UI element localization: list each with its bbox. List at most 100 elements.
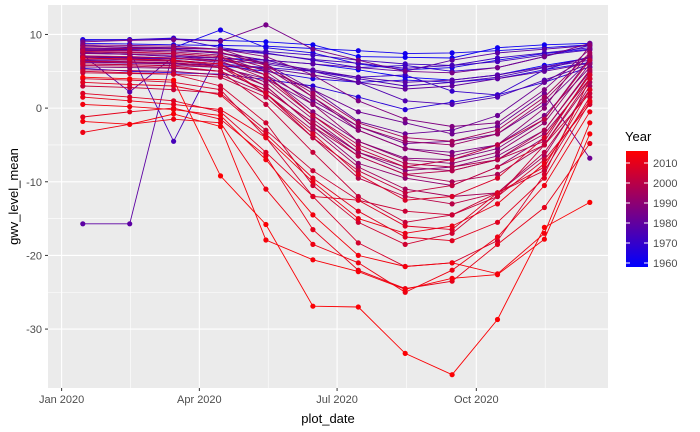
- legend-ticks: 2010 2000 1990 1980 1970 1960: [626, 158, 677, 270]
- data-point: [171, 37, 177, 43]
- series-line: [82, 85, 591, 216]
- data-point: [263, 72, 269, 78]
- data-point: [587, 155, 593, 161]
- data-point: [402, 54, 408, 60]
- data-point: [494, 193, 501, 200]
- data-point: [263, 120, 269, 126]
- data-point: [80, 61, 86, 67]
- data-point: [355, 142, 361, 148]
- data-point: [217, 107, 224, 113]
- data-point: [402, 175, 408, 181]
- data-point: [587, 98, 593, 104]
- data-point: [355, 304, 361, 310]
- data-point: [402, 223, 408, 229]
- series-line: [82, 45, 591, 127]
- data-point: [127, 81, 133, 88]
- data-point: [355, 109, 361, 115]
- data-point: [217, 87, 224, 93]
- series-line: [82, 96, 591, 234]
- data-point: [494, 59, 501, 65]
- data-point: [541, 79, 548, 85]
- data-point: [310, 42, 316, 48]
- data-point: [402, 116, 408, 122]
- data-point: [449, 260, 455, 266]
- data-point: [402, 79, 408, 85]
- data-point: [310, 241, 316, 247]
- data-point: [127, 37, 133, 44]
- data-point: [402, 193, 408, 200]
- data-point: [217, 112, 224, 119]
- data-point: [127, 56, 133, 62]
- series-layer: [80, 22, 593, 378]
- data-point: [263, 127, 269, 133]
- series-line: [82, 49, 591, 146]
- plot-panel: [48, 5, 608, 388]
- data-point: [541, 94, 548, 100]
- series-2008: [80, 87, 593, 233]
- data-point: [449, 62, 455, 68]
- data-point: [402, 219, 408, 225]
- data-point: [541, 224, 548, 230]
- data-point: [494, 219, 501, 225]
- data-point: [310, 46, 316, 52]
- data-point: [310, 90, 316, 96]
- data-point: [127, 45, 133, 52]
- data-point: [310, 227, 316, 233]
- data-point: [402, 164, 408, 170]
- data-point: [80, 45, 86, 51]
- data-point: [402, 98, 408, 104]
- data-point: [171, 77, 177, 83]
- data-point: [263, 157, 269, 163]
- data-point: [355, 65, 361, 71]
- series-line: [82, 52, 591, 159]
- data-point: [127, 98, 133, 104]
- data-point: [587, 72, 593, 78]
- data-point: [217, 54, 224, 60]
- data-point: [217, 27, 224, 33]
- data-point: [402, 168, 408, 174]
- series-2007: [80, 55, 593, 203]
- series-line: [82, 64, 591, 175]
- data-point: [449, 164, 455, 170]
- data-point: [310, 61, 316, 67]
- data-point: [402, 146, 408, 152]
- series-line: [82, 57, 591, 201]
- series-line: [82, 60, 591, 205]
- series-2005: [80, 68, 593, 247]
- y-tick-label: 10: [30, 29, 42, 41]
- data-point: [449, 160, 455, 166]
- data-point: [217, 74, 224, 80]
- data-point: [355, 269, 361, 275]
- data-point: [263, 186, 269, 192]
- data-point: [310, 120, 316, 126]
- data-point: [355, 240, 361, 246]
- data-point: [541, 175, 548, 181]
- data-point: [541, 149, 548, 155]
- data-point: [310, 98, 316, 104]
- data-point: [127, 89, 133, 95]
- data-point: [402, 350, 408, 356]
- series-line: [82, 78, 591, 267]
- series-2015: [80, 74, 593, 378]
- data-point: [80, 129, 86, 135]
- data-point: [171, 116, 177, 122]
- x-tick-label: Oct 2020: [454, 394, 499, 406]
- data-point: [217, 116, 224, 122]
- data-point: [310, 94, 316, 100]
- data-point: [402, 120, 408, 126]
- data-point: [355, 98, 361, 104]
- data-point: [217, 173, 224, 179]
- data-point: [494, 234, 501, 240]
- data-point: [494, 50, 501, 56]
- data-point: [449, 179, 455, 185]
- data-point: [494, 131, 501, 137]
- data-point: [402, 197, 408, 203]
- series-line: [82, 38, 590, 59]
- data-point: [449, 138, 455, 144]
- data-point: [80, 83, 86, 89]
- data-point: [402, 208, 408, 214]
- series-2014: [80, 111, 593, 292]
- data-point: [587, 87, 593, 93]
- data-point: [310, 83, 316, 89]
